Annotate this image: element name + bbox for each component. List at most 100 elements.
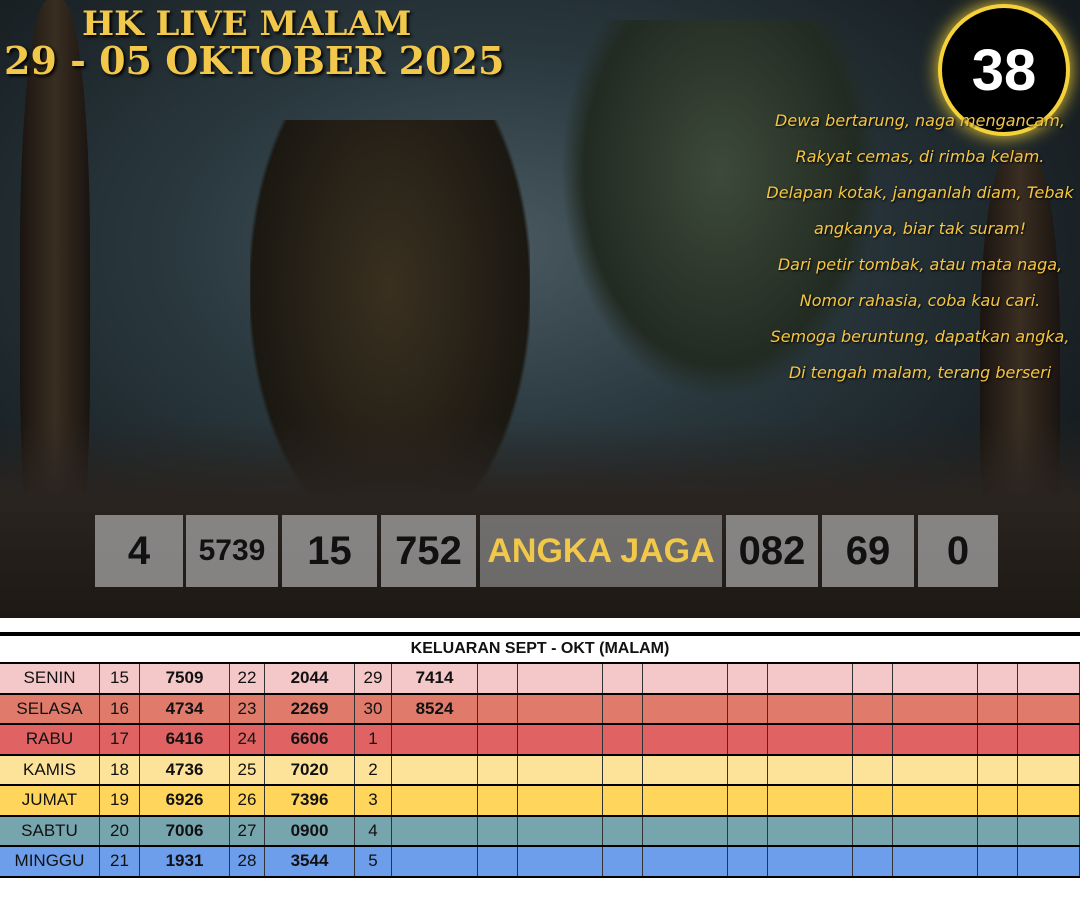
empty-cell	[478, 847, 518, 876]
empty-cell	[728, 664, 768, 693]
result-cell	[392, 725, 478, 754]
empty-cell	[768, 816, 853, 845]
empty-cell	[1018, 847, 1080, 876]
day-cell: SENIN	[0, 664, 100, 693]
result-cell: 0900	[265, 816, 355, 845]
empty-cell	[478, 664, 518, 693]
table-title: KELUARAN SEPT - OKT (MALAM)	[0, 632, 1080, 664]
empty-cell	[853, 786, 893, 815]
empty-cell	[1018, 755, 1080, 784]
empty-cell	[478, 755, 518, 784]
date-cell: 3	[355, 786, 392, 815]
empty-cell	[603, 725, 643, 754]
poem-line: Dewa bertarung, naga mengancam,	[775, 111, 1065, 130]
empty-cell	[893, 725, 978, 754]
empty-cell	[978, 755, 1018, 784]
poem-line: Delapan kotak, janganlah diam, Tebak	[766, 183, 1074, 202]
date-cell: 28	[230, 847, 265, 876]
empty-cell	[603, 694, 643, 723]
empty-cell	[518, 847, 603, 876]
empty-cell	[643, 664, 728, 693]
poem-line: Di tengah malam, terang berseri	[788, 363, 1052, 382]
empty-cell	[978, 786, 1018, 815]
empty-cell	[978, 725, 1018, 754]
empty-cell	[728, 786, 768, 815]
date-cell: 26	[230, 786, 265, 815]
poem: Dewa bertarung, naga mengancam, Rakyat c…	[760, 103, 1080, 391]
empty-cell	[893, 847, 978, 876]
number-box: 69	[822, 515, 914, 587]
empty-cell	[893, 816, 978, 845]
empty-cell	[1018, 664, 1080, 693]
result-cell: 2044	[265, 664, 355, 693]
empty-cell	[728, 847, 768, 876]
empty-cell	[853, 816, 893, 845]
empty-cell	[978, 816, 1018, 845]
empty-cell	[768, 755, 853, 784]
result-cell: 6606	[265, 725, 355, 754]
result-cell: 2269	[265, 694, 355, 723]
empty-cell	[518, 694, 603, 723]
angka-jaga-label: ANGKA JAGA	[480, 515, 722, 587]
date-cell: 23	[230, 694, 265, 723]
result-cell: 3544	[265, 847, 355, 876]
number-box: 15	[282, 515, 377, 587]
poem-line: Nomor rahasia, coba kau cari.	[799, 291, 1041, 310]
date-cell: 22	[230, 664, 265, 693]
number-box: 082	[726, 515, 818, 587]
empty-cell	[643, 847, 728, 876]
date-cell: 21	[100, 847, 140, 876]
day-cell: JUMAT	[0, 786, 100, 815]
result-cell	[392, 786, 478, 815]
result-cell: 4734	[140, 694, 230, 723]
empty-cell	[768, 664, 853, 693]
result-cell: 7020	[265, 755, 355, 784]
date-cell: 27	[230, 816, 265, 845]
number-box: 5739	[186, 515, 278, 587]
empty-cell	[478, 694, 518, 723]
date-cell: 29	[355, 664, 392, 693]
empty-cell	[768, 725, 853, 754]
number-badge: 38	[938, 4, 1070, 136]
empty-cell	[603, 786, 643, 815]
empty-cell	[768, 847, 853, 876]
date-cell: 16	[100, 694, 140, 723]
empty-cell	[728, 725, 768, 754]
number-box: 0	[918, 515, 998, 587]
result-cell: 8524	[392, 694, 478, 723]
empty-cell	[478, 816, 518, 845]
empty-cell	[893, 694, 978, 723]
empty-cell	[643, 816, 728, 845]
empty-cell	[1018, 694, 1080, 723]
empty-cell	[853, 725, 893, 754]
empty-cell	[728, 816, 768, 845]
date-cell: 2	[355, 755, 392, 784]
date-cell: 4	[355, 816, 392, 845]
poem-line: angkanya, biar tak suram!	[813, 219, 1027, 238]
date-cell: 15	[100, 664, 140, 693]
day-cell: KAMIS	[0, 755, 100, 784]
result-cell	[392, 847, 478, 876]
empty-cell	[1018, 786, 1080, 815]
result-cell: 4736	[140, 755, 230, 784]
empty-cell	[478, 786, 518, 815]
empty-cell	[643, 725, 728, 754]
empty-cell	[518, 664, 603, 693]
table-row: RABU 17 6416 24 6606 1	[0, 725, 1080, 756]
empty-cell	[728, 755, 768, 784]
empty-cell	[768, 786, 853, 815]
empty-cell	[643, 694, 728, 723]
day-cell: RABU	[0, 725, 100, 754]
empty-cell	[643, 755, 728, 784]
result-cell	[392, 755, 478, 784]
date-cell: 24	[230, 725, 265, 754]
number-box: 752	[381, 515, 476, 587]
hero-banner: HK LIVE MALAM 29 - 05 OKTOBER 2025 38 De…	[0, 0, 1080, 618]
day-cell: SABTU	[0, 816, 100, 845]
empty-cell	[728, 694, 768, 723]
result-cell: 7414	[392, 664, 478, 693]
date-cell: 20	[100, 816, 140, 845]
date-cell: 25	[230, 755, 265, 784]
empty-cell	[518, 725, 603, 754]
empty-cell	[893, 664, 978, 693]
